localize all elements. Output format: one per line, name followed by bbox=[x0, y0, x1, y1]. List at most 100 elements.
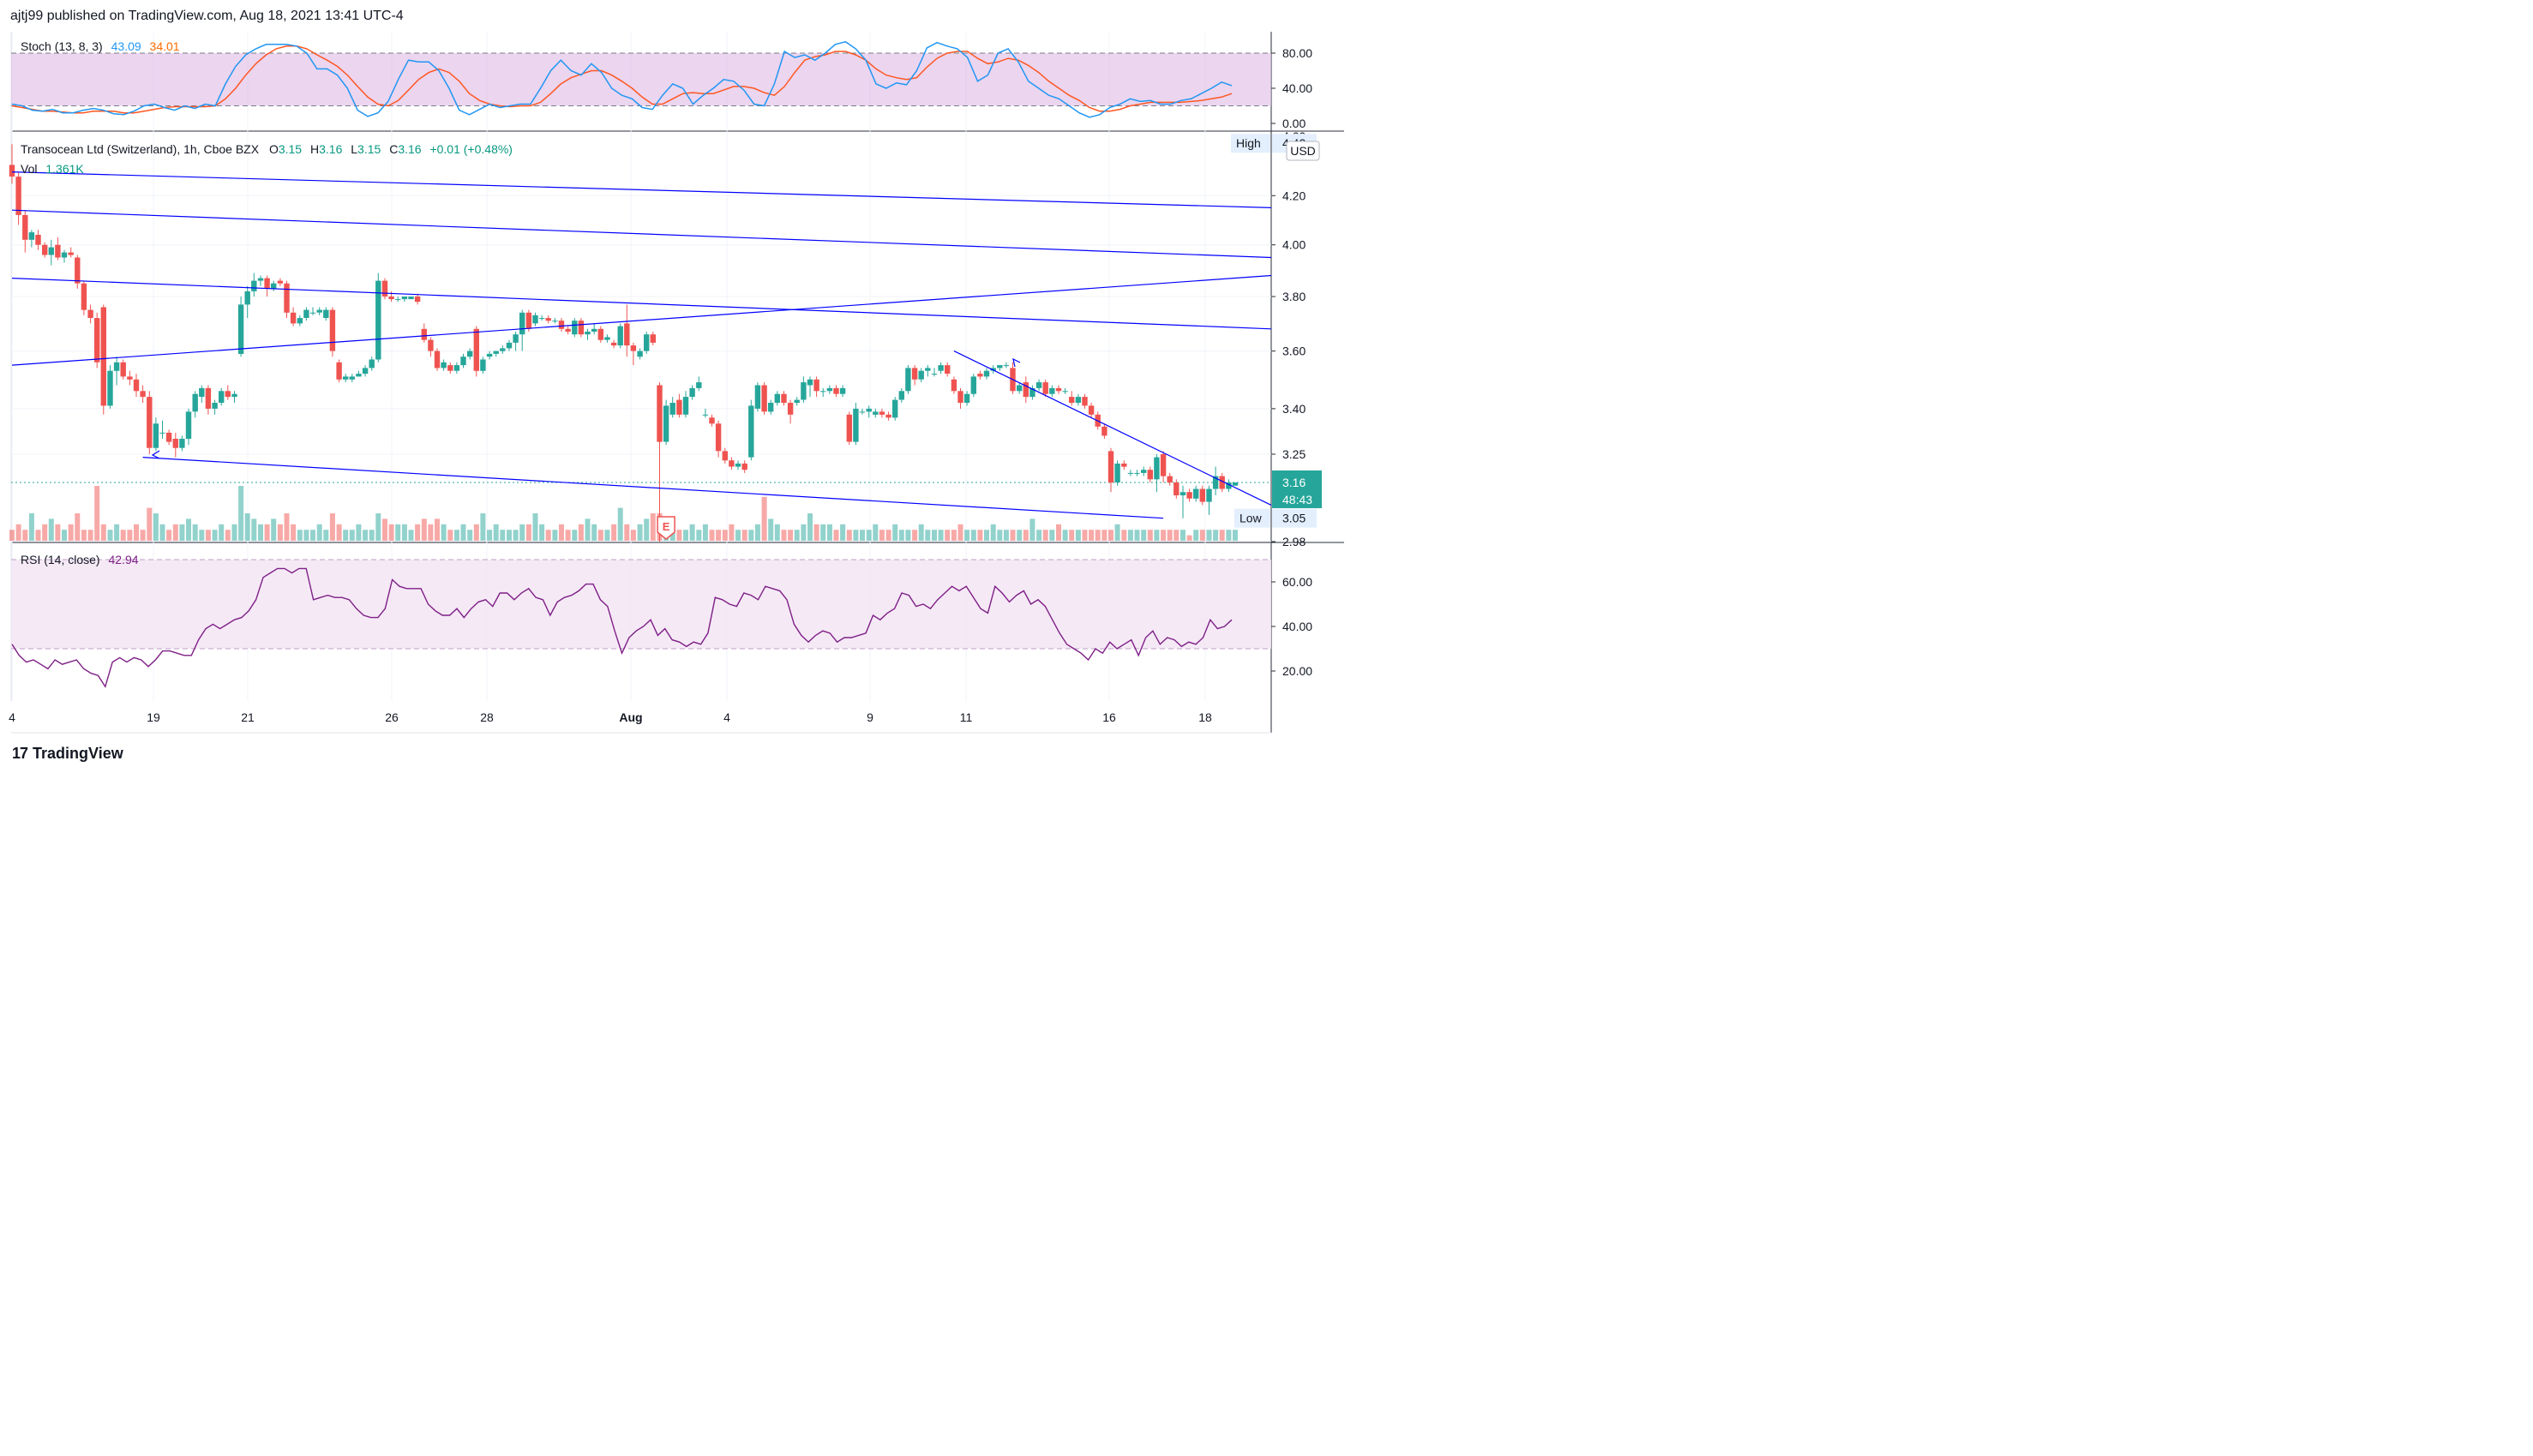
candle-body bbox=[650, 334, 656, 343]
candle-body bbox=[1055, 387, 1062, 392]
candle-body bbox=[486, 353, 493, 357]
last-price-label: 3.16 bbox=[1282, 476, 1306, 489]
candle-body bbox=[81, 283, 87, 310]
candle-body bbox=[951, 379, 957, 392]
candle-body bbox=[957, 391, 963, 403]
price-tick-label: 3.40 bbox=[1282, 402, 1306, 416]
candle-body bbox=[715, 423, 722, 452]
ohlc-low-label: L bbox=[351, 142, 358, 156]
volume-bar bbox=[35, 530, 41, 541]
stoch-k-value: 43.09 bbox=[111, 39, 141, 53]
candle-body bbox=[558, 321, 565, 329]
candle-body bbox=[977, 374, 983, 377]
x-tick-label: 16 bbox=[1102, 710, 1116, 724]
volume-bar bbox=[990, 524, 996, 541]
candle-body bbox=[873, 411, 879, 415]
candle-body bbox=[820, 391, 826, 392]
earnings-marker-icon bbox=[657, 516, 675, 540]
candle-body bbox=[179, 439, 185, 448]
volume-bar bbox=[683, 530, 688, 541]
volume-bar bbox=[873, 524, 879, 541]
candle-body bbox=[754, 385, 761, 409]
volume-bar bbox=[644, 518, 650, 541]
volume-bar bbox=[977, 530, 983, 541]
volume-bar bbox=[984, 530, 989, 541]
candle-body bbox=[1107, 451, 1114, 483]
volume-bar bbox=[774, 524, 780, 541]
candle-body bbox=[532, 315, 538, 324]
candle-body bbox=[801, 382, 807, 400]
candle-body bbox=[113, 362, 120, 371]
candle-body bbox=[617, 326, 623, 346]
volume-bar bbox=[1069, 530, 1075, 541]
candle-body bbox=[709, 417, 715, 424]
candle-body bbox=[165, 432, 172, 442]
volume-bar bbox=[363, 530, 369, 541]
candle-body bbox=[1101, 426, 1107, 436]
volume-bar bbox=[741, 530, 747, 541]
candle-body bbox=[421, 328, 427, 340]
candle-body bbox=[349, 376, 355, 380]
volume-bar bbox=[415, 524, 421, 541]
volume-bar bbox=[1167, 530, 1173, 541]
candle-body bbox=[1179, 492, 1186, 495]
candle-body bbox=[637, 351, 643, 357]
candle-body bbox=[388, 297, 394, 300]
volume-legend: Vol 1.361K bbox=[21, 162, 84, 176]
volume-bar bbox=[310, 530, 315, 541]
volume-bar bbox=[912, 530, 918, 541]
volume-bar bbox=[885, 530, 891, 541]
bar-countdown-label: 48:43 bbox=[1282, 493, 1312, 506]
candle-body bbox=[257, 278, 264, 281]
volume-bar bbox=[323, 530, 329, 541]
volume-bar bbox=[951, 530, 957, 541]
candle-body bbox=[1226, 482, 1232, 489]
ohlc-open-label: O bbox=[268, 142, 279, 156]
candle-body bbox=[525, 312, 532, 329]
candle-body bbox=[506, 342, 513, 349]
candle-body bbox=[1160, 454, 1167, 476]
rsi-tick-label: 20.00 bbox=[1282, 664, 1312, 678]
candle-body bbox=[1088, 405, 1095, 415]
volume-bar bbox=[212, 530, 218, 541]
volume-bar bbox=[382, 518, 387, 541]
volume-bar bbox=[754, 524, 760, 541]
x-tick-label: 9 bbox=[867, 710, 873, 724]
volume-bar bbox=[1193, 530, 1199, 541]
volume-bar bbox=[637, 524, 643, 541]
volume-bar bbox=[205, 530, 211, 541]
candle-body bbox=[963, 393, 970, 403]
candle-body bbox=[833, 387, 839, 394]
volume-bar bbox=[513, 530, 519, 541]
candle-body bbox=[1062, 391, 1068, 392]
volume-bar bbox=[722, 530, 728, 541]
volume-bar bbox=[271, 518, 277, 541]
candle-body bbox=[741, 463, 747, 470]
volume-bar bbox=[1141, 530, 1147, 541]
volume-bar bbox=[709, 530, 715, 541]
volume-bar bbox=[81, 530, 87, 541]
candle-body bbox=[1206, 488, 1212, 502]
volume-bar bbox=[1226, 530, 1232, 541]
volume-bar bbox=[1003, 530, 1009, 541]
stoch-tick-label: 80.00 bbox=[1282, 46, 1312, 60]
volume-bar bbox=[42, 524, 48, 541]
candle-body bbox=[911, 368, 918, 380]
candle-body bbox=[519, 312, 525, 335]
low-pill-label: Low bbox=[1239, 512, 1263, 525]
volume-bar bbox=[879, 530, 885, 541]
candle-body bbox=[1186, 492, 1192, 499]
candle-body bbox=[1003, 365, 1010, 367]
candle-body bbox=[297, 318, 303, 324]
volume-bar bbox=[153, 513, 159, 541]
candle-body bbox=[343, 376, 349, 380]
candle-body bbox=[244, 291, 250, 305]
rsi-tick-label: 40.00 bbox=[1282, 620, 1312, 633]
volume-bar bbox=[892, 524, 898, 541]
candle-body bbox=[401, 297, 408, 300]
volume-bar bbox=[970, 530, 976, 541]
tradingview-brand-name: TradingView bbox=[33, 745, 123, 762]
volume-bar bbox=[572, 530, 578, 541]
candle-body bbox=[1035, 382, 1042, 388]
volume-bar bbox=[1023, 530, 1029, 541]
